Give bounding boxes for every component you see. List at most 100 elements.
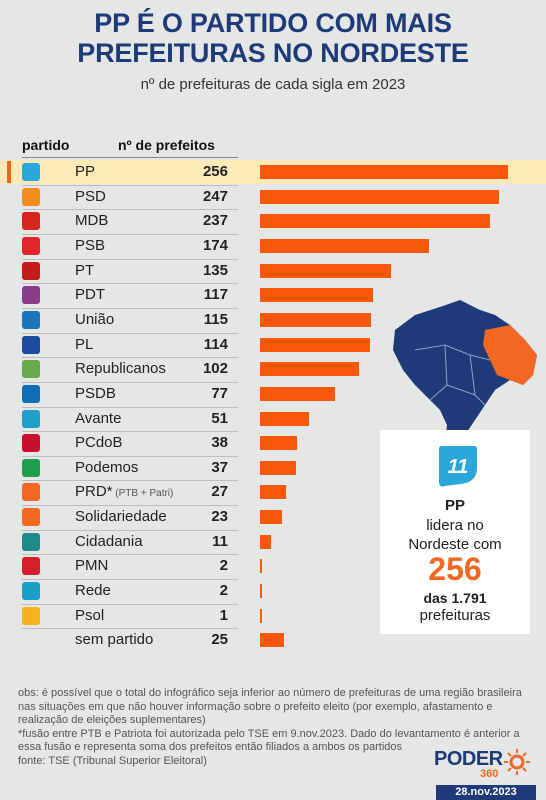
tick-label: PSDB bbox=[75, 385, 116, 402]
bar bbox=[260, 461, 296, 475]
table-row: Cidadania 11 bbox=[0, 530, 546, 554]
note-source: fonte: TSE (Tribunal Superior Eleitoral) bbox=[18, 754, 207, 767]
callout-number: 256 bbox=[428, 551, 482, 587]
data-label: 38 bbox=[211, 434, 228, 451]
bar bbox=[260, 264, 391, 278]
party-logo-icon bbox=[22, 533, 40, 551]
brand-number: 360 bbox=[480, 768, 499, 780]
bar bbox=[260, 535, 271, 549]
callout-line-4: prefeituras bbox=[419, 607, 491, 624]
bar bbox=[260, 387, 335, 401]
brand-name: PODER bbox=[434, 748, 503, 770]
tick-label: PP bbox=[75, 163, 96, 180]
row-divider bbox=[22, 554, 238, 555]
party-name: PSD bbox=[75, 188, 106, 205]
publish-date: 28.nov.2023 bbox=[436, 785, 536, 800]
row-divider bbox=[22, 283, 238, 284]
party-name: PSB bbox=[75, 237, 105, 254]
party-name: MDB bbox=[75, 212, 108, 229]
party-logo-icon bbox=[22, 434, 40, 452]
table-row: PSDB 77 bbox=[0, 382, 546, 406]
title-line-2: PREFEITURAS NO NORDESTE bbox=[77, 38, 469, 68]
tick-label: sem partido bbox=[75, 631, 154, 648]
party-name: Psol bbox=[75, 607, 104, 624]
data-label: 51 bbox=[211, 410, 228, 427]
table-row: PDT 117 bbox=[0, 283, 546, 307]
bar bbox=[260, 633, 285, 647]
data-label: 37 bbox=[211, 459, 228, 476]
data-label: 117 bbox=[203, 286, 228, 303]
bar-chart: PP 256 PSD 247 MDB 237 PSB 174 PT 135 PDT 117 União 1… bbox=[0, 157, 546, 648]
party-logo-icon bbox=[22, 483, 40, 501]
tick-label: Rede bbox=[75, 582, 111, 599]
party-name: PSDB bbox=[75, 385, 116, 402]
table-row: PRD* (PTB + Patri) 27 bbox=[0, 480, 546, 504]
table-row: PCdoB 38 bbox=[0, 431, 546, 455]
data-label: 23 bbox=[211, 508, 228, 525]
party-name: PDT bbox=[75, 286, 105, 303]
party-name: PRD* (PTB + Patri) bbox=[75, 483, 173, 500]
party-logo-icon bbox=[22, 237, 40, 255]
bar bbox=[260, 239, 429, 253]
bar bbox=[260, 510, 283, 524]
page-title: PP É O PARTIDO COM MAIS PREFEITURAS NO N… bbox=[0, 8, 546, 68]
tick-label: Cidadania bbox=[75, 533, 143, 550]
row-divider bbox=[22, 530, 238, 531]
row-divider bbox=[22, 209, 238, 210]
tick-label: Psol bbox=[75, 607, 105, 624]
party-logo-icon bbox=[22, 582, 40, 600]
tick-label: PSB bbox=[75, 237, 106, 254]
note-fusion: *fusão entre PTB e Patriota foi autoriza… bbox=[18, 727, 520, 754]
bar bbox=[260, 485, 287, 499]
bar bbox=[260, 362, 359, 376]
footnotes: obs: é possível que o total do infográfi… bbox=[18, 687, 528, 768]
table-row: Republicanos 102 bbox=[0, 357, 546, 381]
tick-label: Avante bbox=[75, 410, 122, 427]
party-logo-icon bbox=[22, 286, 40, 304]
bar bbox=[260, 412, 310, 426]
party-name: Podemos bbox=[75, 459, 138, 476]
row-divider bbox=[22, 234, 238, 235]
tick-label: PT bbox=[75, 262, 95, 279]
tick-label: PSD bbox=[75, 188, 106, 205]
party-name: Cidadania bbox=[75, 533, 143, 550]
data-label: 25 bbox=[211, 631, 228, 648]
row-divider bbox=[22, 456, 238, 457]
table-row: PL 114 bbox=[0, 333, 546, 357]
callout-party: PP bbox=[444, 497, 465, 514]
table-row: Avante 51 bbox=[0, 407, 546, 431]
bar bbox=[260, 165, 508, 179]
party-name: Avante bbox=[75, 410, 121, 427]
party-logo-icon bbox=[22, 163, 40, 181]
bar bbox=[260, 609, 262, 623]
party-logo-icon bbox=[22, 311, 40, 329]
data-label: 135 bbox=[202, 262, 228, 279]
tick-label: Republicanos bbox=[75, 360, 166, 377]
table-row: MDB 237 bbox=[0, 209, 546, 233]
party-logo-icon bbox=[22, 212, 40, 230]
tick-label: União bbox=[75, 311, 115, 328]
data-label: 2 bbox=[219, 582, 228, 599]
data-label: 102 bbox=[202, 360, 228, 377]
bar bbox=[260, 288, 374, 302]
row-divider bbox=[22, 382, 238, 383]
party-logo-icon bbox=[22, 188, 40, 206]
table-row: PMN 2 bbox=[0, 554, 546, 578]
tick-label: MDB bbox=[75, 212, 109, 229]
header-divider bbox=[22, 157, 238, 158]
party-logo-icon bbox=[22, 508, 40, 526]
row-divider bbox=[22, 628, 238, 629]
party-name: PMN bbox=[75, 557, 108, 574]
column-header-count: nº de prefeitos bbox=[118, 137, 215, 153]
data-label: 256 bbox=[202, 163, 228, 180]
row-divider bbox=[22, 579, 238, 580]
row-divider bbox=[22, 308, 238, 309]
badge-number: 11 bbox=[448, 456, 469, 478]
row-divider bbox=[22, 505, 238, 506]
table-row: PP 256 bbox=[0, 160, 546, 184]
callout-line-2: Nordeste com bbox=[408, 536, 502, 553]
party-name: Solidariedade bbox=[75, 508, 167, 525]
party-name: Rede bbox=[75, 582, 111, 599]
party-logo-icon bbox=[22, 360, 40, 378]
note-obs: obs: é possível que o total do infográfi… bbox=[18, 687, 522, 726]
